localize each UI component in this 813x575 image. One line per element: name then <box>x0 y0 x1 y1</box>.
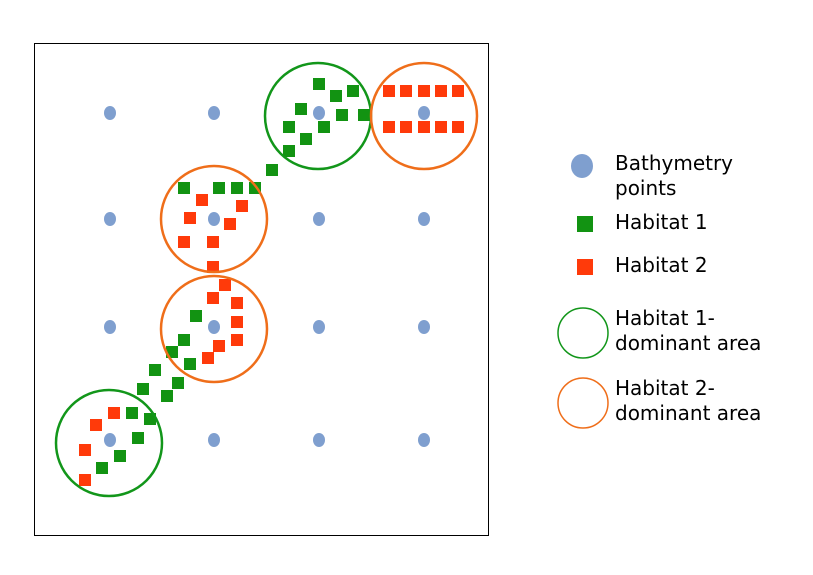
bathymetry-point <box>208 433 220 447</box>
bathymetry-point <box>418 320 430 334</box>
bathymetry-point <box>313 320 325 334</box>
habitat1-square <box>190 310 202 322</box>
bathymetry-point <box>418 106 430 120</box>
bathymetry-point <box>208 320 220 334</box>
habitat1-area-circle <box>54 388 164 498</box>
habitat2-area-circle <box>159 274 269 384</box>
habitat2-square <box>231 334 243 346</box>
habitat1-square <box>161 390 173 402</box>
habitat1-square <box>300 133 312 145</box>
habitat2-area-circle-icon <box>557 377 609 429</box>
habitat1-square <box>178 182 190 194</box>
habitat2-square <box>213 340 225 352</box>
habitat1-square <box>347 85 359 97</box>
habitat2-square <box>418 85 430 97</box>
legend: Bathymetry points Habitat 1 Habitat 2 Ha… <box>555 148 805 438</box>
habitat1-square <box>336 109 348 121</box>
bathymetry-point <box>104 433 116 447</box>
habitat2-square <box>79 474 91 486</box>
habitat1-square <box>283 121 295 133</box>
habitat1-square <box>358 109 370 121</box>
habitat2-square <box>224 218 236 230</box>
habitat2-square <box>219 279 231 291</box>
habitat2-square <box>452 85 464 97</box>
habitat1-square <box>231 182 243 194</box>
bathymetry-point <box>418 433 430 447</box>
habitat2-square <box>231 316 243 328</box>
habitat2-square <box>79 444 91 456</box>
plot-frame <box>34 43 489 536</box>
habitat2-square <box>108 407 120 419</box>
habitat2-square <box>207 261 219 273</box>
habitat2-square <box>202 352 214 364</box>
habitat2-square <box>184 212 196 224</box>
habitat2-square <box>418 121 430 133</box>
bathymetry-point <box>104 106 116 120</box>
legend-label-habitat1-area: Habitat 1- dominant area <box>615 306 762 355</box>
habitat2-square <box>207 236 219 248</box>
habitat1-square <box>144 413 156 425</box>
habitat2-square <box>236 200 248 212</box>
habitat1-square <box>266 164 278 176</box>
habitat1-square-icon <box>577 216 593 232</box>
bathymetry-point <box>208 212 220 226</box>
habitat2-square <box>207 292 219 304</box>
habitat1-square <box>283 145 295 157</box>
legend-label-habitat2: Habitat 2 <box>615 253 708 277</box>
habitat2-square <box>231 297 243 309</box>
legend-label-bathymetry: Bathymetry points <box>615 151 734 200</box>
habitat1-square <box>295 103 307 115</box>
habitat2-square <box>383 85 395 97</box>
habitat1-square <box>178 334 190 346</box>
areas-layer <box>54 61 479 498</box>
habitat2-square <box>383 121 395 133</box>
bathymetry-point <box>208 106 220 120</box>
bathymetry-point <box>104 320 116 334</box>
bathymetry-point-icon <box>571 154 593 178</box>
habitat1-square <box>213 182 225 194</box>
habitat2-square <box>178 236 190 248</box>
habitat1-square <box>330 90 342 102</box>
habitat2-area-circle <box>159 164 269 274</box>
habitat1-square <box>132 432 144 444</box>
habitat1-square <box>313 78 325 90</box>
habitat2-square <box>400 85 412 97</box>
habitat1-square <box>149 364 161 376</box>
habitat1-square <box>137 383 149 395</box>
legend-label-habitat1: Habitat 1 <box>615 210 708 234</box>
bathymetry-point <box>104 212 116 226</box>
bathymetry-point <box>313 433 325 447</box>
points-layer <box>79 78 464 486</box>
legend-label-habitat2-area: Habitat 2- dominant area <box>615 376 762 425</box>
habitat2-square <box>400 121 412 133</box>
habitat2-square <box>435 85 447 97</box>
habitat1-square <box>96 462 108 474</box>
habitat1-square <box>184 358 196 370</box>
habitat1-square <box>318 121 330 133</box>
habitat1-area-circle-icon <box>557 307 609 359</box>
bathymetry-point <box>313 212 325 226</box>
bathymetry-point <box>313 106 325 120</box>
habitat1-square <box>126 407 138 419</box>
habitat1-square <box>114 450 126 462</box>
habitat1-square <box>172 377 184 389</box>
habitat2-square <box>90 419 102 431</box>
habitat2-square <box>196 194 208 206</box>
bathymetry-point <box>418 212 430 226</box>
habitat2-square-icon <box>577 259 593 275</box>
habitat2-square <box>435 121 447 133</box>
habitat2-area-circle <box>369 61 479 171</box>
habitat2-square <box>452 121 464 133</box>
